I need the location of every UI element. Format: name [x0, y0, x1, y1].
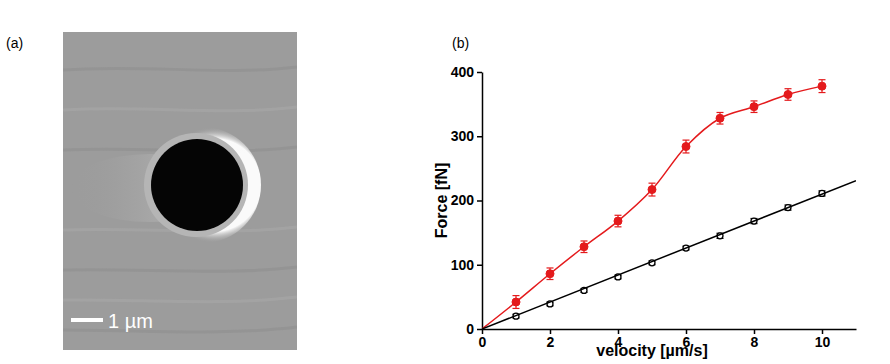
tick: 0: [466, 321, 482, 337]
axis-line: [483, 329, 857, 331]
tick-mark: [477, 329, 482, 331]
panel-label: (b): [452, 35, 469, 51]
error-bar-cap: [547, 279, 554, 280]
image-streak: [63, 67, 297, 70]
particle: [151, 139, 243, 231]
tick: 100: [451, 257, 482, 273]
tick-label: 100: [451, 257, 475, 273]
scale-bar-label: 1 µm: [108, 310, 153, 332]
image-streak: [63, 297, 297, 302]
image-streak: [63, 327, 297, 332]
tick-label: 300: [451, 128, 475, 144]
tick-label: 2: [547, 334, 555, 350]
plot-area: [482, 80, 856, 329]
tick: 8: [751, 329, 759, 350]
error-bar-cap: [547, 267, 554, 268]
error-bar-cap: [683, 152, 690, 153]
x-axis-title: velocity [µm/s]: [596, 342, 707, 359]
error-bar-cap: [683, 140, 690, 141]
tick: 400: [451, 64, 482, 80]
error-bar-cap: [785, 88, 792, 89]
error-bar-cap: [819, 92, 826, 93]
error-bar-cap: [717, 123, 724, 124]
error-bar-cap: [649, 183, 656, 184]
tick: 300: [451, 128, 482, 144]
error-bar-cap: [785, 100, 792, 101]
error-bar-cap: [615, 226, 622, 227]
particle-halo: [145, 127, 261, 243]
micrograph: [63, 32, 297, 350]
tick: 200: [451, 192, 482, 208]
error-bar-cap: [649, 195, 656, 196]
panel-label: (a): [6, 35, 23, 51]
error-bar-cap: [819, 79, 826, 80]
image-streak: [63, 107, 297, 111]
tick-label: 8: [751, 334, 759, 350]
tick: 2: [547, 329, 555, 350]
tick: 10: [815, 329, 831, 350]
error-bar-cap: [717, 112, 724, 113]
series-line: [482, 181, 856, 329]
error-bar-cap: [751, 100, 758, 101]
tick-label: 400: [451, 64, 475, 80]
figure: 1 µm(a)(b)02468100100200300400velocity […: [0, 0, 890, 364]
tick-mark: [477, 200, 482, 202]
series-points: [512, 80, 826, 309]
error-bar-cap: [513, 295, 520, 296]
image-background: [63, 32, 297, 350]
image-streak: [63, 267, 297, 271]
tick-label: 0: [466, 321, 474, 337]
tick-label: 0: [479, 334, 487, 350]
tick-mark: [477, 72, 482, 74]
tick-mark: [477, 265, 482, 267]
tick-mark: [477, 136, 482, 138]
scale-bar: [71, 318, 103, 322]
series-line: [482, 86, 822, 329]
y-axis-title: Force [fN]: [433, 163, 450, 239]
error-bar-cap: [615, 215, 622, 216]
error-bar-cap: [581, 252, 588, 253]
error-bar-cap: [513, 308, 520, 309]
tick-label: 10: [815, 334, 831, 350]
tick-label: 200: [451, 192, 475, 208]
particle-rim: [144, 133, 248, 237]
tick: 0: [479, 329, 487, 350]
error-bar-cap: [751, 112, 758, 113]
error-bar-cap: [581, 240, 588, 241]
y-axis: 0 100 200 300 400: [451, 64, 483, 337]
